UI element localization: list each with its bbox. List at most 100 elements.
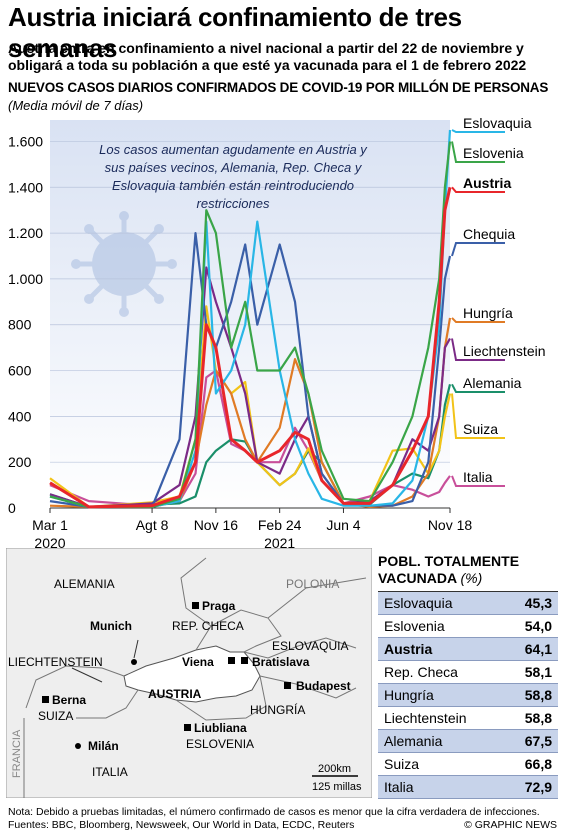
- legend-label: Chequia: [463, 226, 515, 242]
- legend-label: Alemania: [463, 375, 522, 391]
- table-row: Alemania 67,5: [378, 730, 558, 753]
- table-cell-value: 58,8: [524, 687, 552, 703]
- x-tick-label: Mar 1: [32, 517, 68, 533]
- map-city-praga: Praga: [202, 599, 236, 613]
- y-tick-label: 0: [8, 500, 16, 516]
- map-label-italia: ITALIA: [92, 765, 128, 779]
- city-marker-bratislava: [241, 657, 248, 664]
- table-cell-country: Austria: [384, 641, 433, 657]
- table-row: Italia 72,9: [378, 776, 558, 799]
- series-line-eslovenia: [49, 141, 452, 508]
- table-row: Liechtenstein 58,8: [378, 707, 558, 730]
- legend-label: Italia: [463, 469, 493, 485]
- footer-note: Nota: Debido a pruebas limitadas, el núm…: [8, 806, 540, 831]
- legend-label: Eslovenia: [463, 145, 524, 161]
- legend-leader: [451, 317, 505, 323]
- x-tick-label: Nov 16: [194, 517, 239, 533]
- table-row: Hungría 58,8: [378, 684, 558, 707]
- series-line-austria: [49, 186, 452, 509]
- table-cell-country: Eslovenia: [384, 618, 445, 634]
- table-cell-country: Suiza: [384, 756, 420, 772]
- series-line-chequia: [49, 231, 452, 508]
- legend-label: Eslovaquia: [463, 115, 532, 131]
- city-marker-budapest: [284, 682, 291, 689]
- legend-leader: [451, 129, 505, 133]
- table-cell-country: Alemania: [384, 733, 443, 749]
- map-label-eslovenia: ESLOVENIA: [186, 737, 254, 751]
- legend-leader: [451, 475, 505, 487]
- table-row: Rep. Checa 58,1: [378, 661, 558, 684]
- chart-subtitle: (Media móvil de 7 días): [8, 98, 144, 113]
- credit: © GRAPHIC NEWS: [464, 819, 557, 831]
- vaccination-table: POBL. TOTALMENTE VACUNADA (%) Eslovaquia…: [378, 553, 558, 799]
- map-city-munich: Munich: [90, 619, 132, 633]
- legend-label: Suiza: [463, 421, 498, 437]
- map-label-hungria: HUNGRÍA: [250, 702, 305, 717]
- region-map: ALEMANIA POLONIA REP. CHECA ESLOVAQUIA L…: [6, 548, 372, 798]
- map-label-francia: FRANCIA: [11, 729, 23, 778]
- x-tick-label: Jun 4: [326, 517, 360, 533]
- table-title-text: POBL. TOTALMENTE VACUNADA: [378, 553, 520, 586]
- table-row: Suiza 66,8: [378, 753, 558, 776]
- table-cell-value: 58,1: [524, 664, 552, 680]
- y-tick-label: 600: [8, 363, 32, 379]
- austria-shape: [123, 645, 261, 703]
- covid-line-chart: 0 200 400 600 800 1.000 1.200 1.400 1.600 Mar 1 A…: [8, 115, 546, 551]
- map-label-liechtenstein: LIECHTENSTEIN: [8, 655, 103, 669]
- table-rows: Eslovaquia 45,3 Eslovenia 54,0 Austria 64,1 Re…: [378, 591, 558, 799]
- table-cell-value: 67,5: [524, 733, 552, 749]
- table-cell-value: 66,8: [524, 756, 552, 772]
- table-cell-value: 54,0: [524, 618, 552, 634]
- x-tick-label: Feb 24: [258, 517, 302, 533]
- table-cell-country: Italia: [384, 779, 414, 795]
- table-row: Eslovaquia 45,3: [378, 592, 558, 615]
- city-marker-liubliana: [184, 724, 191, 731]
- y-tick-label: 400: [8, 408, 32, 424]
- y-tick-label: 1.600: [8, 133, 43, 149]
- table-cell-country: Rep. Checa: [384, 664, 458, 680]
- series-line-italia: [49, 369, 451, 507]
- chart-annotation: Los casos aumentan agudamente en Austria…: [99, 142, 368, 211]
- map-city-bratislava: Bratislava: [252, 655, 310, 669]
- map-label-eslovaquia: ESLOVAQUIA: [272, 639, 348, 653]
- table-cell-value: 64,1: [524, 641, 552, 657]
- legend-leader: [451, 338, 505, 361]
- legend-label: Hungría: [463, 305, 513, 321]
- map-label-polonia: POLONIA: [286, 577, 339, 591]
- map-label-suiza: SUIZA: [38, 709, 73, 723]
- legend-leader: [451, 393, 505, 439]
- virus-icon: [71, 211, 177, 317]
- map-city-milan: Milán: [88, 739, 119, 753]
- table-cell-country: Eslovaquia: [384, 595, 453, 611]
- x-tick-label: Nov 18: [428, 517, 473, 533]
- map-label-alemania: ALEMANIA: [54, 577, 115, 591]
- table-cell-value: 58,8: [524, 710, 552, 726]
- x-year-label: 2021: [264, 535, 295, 551]
- chart-title: NUEVOS CASOS DIARIOS CONFIRMADOS DE COVI…: [8, 80, 549, 95]
- table-cell-country: Hungría: [384, 687, 434, 703]
- map-scale-km: 200km: [318, 763, 351, 775]
- map-city-liubliana: Liubliana: [194, 721, 247, 735]
- y-tick-label: 200: [8, 454, 32, 470]
- table-unit: (%): [460, 570, 483, 586]
- table-cell-value: 45,3: [524, 595, 552, 611]
- map-city-budapest: Budapest: [296, 679, 351, 693]
- city-marker-munich: [131, 659, 137, 665]
- legend-label: Austria: [463, 175, 511, 191]
- map-label-rep-checa: REP. CHECA: [172, 619, 244, 633]
- page-title: Austria iniciará confinamiento de tres s…: [8, 2, 462, 63]
- legend-leader: [451, 242, 505, 257]
- city-marker-praga: [192, 602, 199, 609]
- legend-leader: [451, 186, 505, 193]
- table-row: Eslovenia 54,0: [378, 615, 558, 638]
- table-row: Austria 64,1: [378, 638, 558, 661]
- table-cell-country: Liechtenstein: [384, 710, 467, 726]
- x-year-label: 2020: [34, 535, 65, 551]
- y-tick-label: 800: [8, 317, 32, 333]
- page-subtitle: Austria entra en confinamiento a nivel n…: [8, 40, 527, 73]
- map-label-austria: AUSTRIA: [148, 687, 202, 701]
- legend-leader: [451, 141, 505, 163]
- map-scale-mi: 125 millas: [312, 781, 362, 793]
- y-tick-label: 1.200: [8, 225, 43, 241]
- y-tick-label: 1.400: [8, 179, 43, 195]
